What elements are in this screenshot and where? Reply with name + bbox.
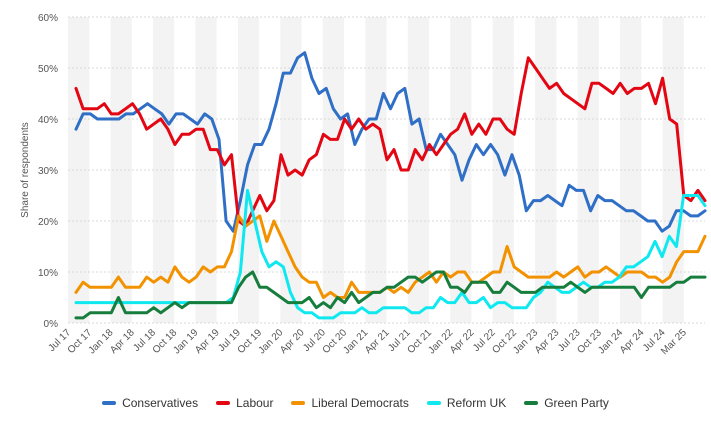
chart-background-bands <box>68 17 684 323</box>
background-band <box>365 17 387 323</box>
y-tick-label: 30% <box>38 166 58 177</box>
series-line-reform-uk <box>74 188 707 320</box>
x-tick-label: Apr 20 <box>278 327 307 356</box>
x-tick-label: Apr 19 <box>193 327 222 356</box>
y-axis-ticks: 0% 10% 20% 30% 40% 50% 60% <box>38 13 58 330</box>
legend-swatch <box>291 401 306 405</box>
x-tick-label: Apr 22 <box>448 327 477 356</box>
x-tick-label: Apr 21 <box>363 327 392 356</box>
series-line-liberal-democrats <box>74 214 707 299</box>
legend-item-liberal-democrats[interactable]: Liberal Democrats <box>291 396 409 410</box>
chart-legend: Conservatives Labour Liberal Democrats Refo… <box>0 396 711 410</box>
legend-label: Reform UK <box>446 396 507 410</box>
series-line-green-party <box>74 270 707 320</box>
legend-swatch <box>102 401 117 405</box>
legend-item-reform-uk[interactable]: Reform UK <box>426 396 507 410</box>
y-tick-label: 10% <box>38 268 58 279</box>
y-tick-label: 60% <box>38 13 58 24</box>
legend-label: Liberal Democrats <box>311 396 409 410</box>
x-tick-label: Apr 23 <box>533 327 562 356</box>
legend-swatch <box>426 401 441 405</box>
chart-series-lines <box>74 51 707 320</box>
background-band <box>152 17 175 323</box>
legend-swatch <box>216 401 231 405</box>
legend-label: Green Party <box>544 396 609 410</box>
legend-item-conservatives[interactable]: Conservatives <box>102 396 198 410</box>
y-tick-label: 20% <box>38 217 58 228</box>
background-band <box>68 17 90 323</box>
background-band <box>195 17 217 323</box>
y-tick-label: 40% <box>38 115 58 126</box>
legend-swatch <box>524 401 539 405</box>
background-band <box>280 17 302 323</box>
background-band <box>407 17 429 323</box>
background-band <box>620 17 642 323</box>
y-tick-label: 50% <box>38 64 58 75</box>
y-axis-label: Share of respondents <box>20 122 31 218</box>
legend-item-labour[interactable]: Labour <box>216 396 273 410</box>
legend-item-green-party[interactable]: Green Party <box>524 396 609 410</box>
legend-label: Conservatives <box>122 396 199 410</box>
x-tick-label: Apr 18 <box>108 327 137 356</box>
legend-label: Labour <box>236 396 274 410</box>
x-tick-label: Apr 24 <box>618 327 647 356</box>
y-tick-label: 0% <box>44 319 59 330</box>
series-line-conservatives <box>74 51 707 233</box>
series-line-labour <box>74 56 707 228</box>
